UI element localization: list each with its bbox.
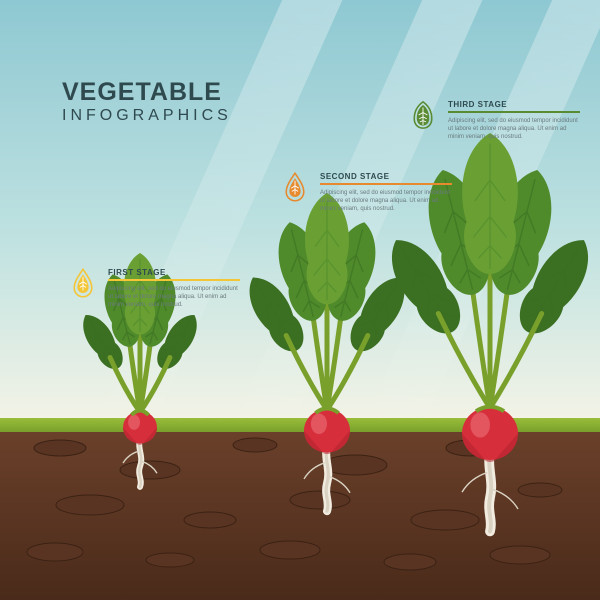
stage-callout-first: FIRST STAGE Adipiscing elit, sed do eius… — [70, 268, 240, 309]
stage-accent-third — [448, 111, 580, 113]
stage-title-second: SECOND STAGE — [320, 172, 452, 181]
stage-title-first: FIRST STAGE — [108, 268, 240, 277]
stage-accent-first — [108, 279, 240, 281]
infographic-canvas: VEGETABLE INFOGRAPHICS FIRST STAGE Adipi… — [0, 0, 600, 600]
title-line1: VEGETABLE — [62, 78, 232, 107]
stage-accent-second — [320, 183, 452, 185]
stage-desc-second: Adipiscing elit, sed do eiusmod tempor i… — [320, 189, 452, 213]
stage-callout-second: SECOND STAGE Adipiscing elit, sed do eiu… — [282, 172, 452, 213]
stage-icon-first — [70, 268, 100, 303]
stage-icon-third — [410, 100, 440, 135]
drop-icon — [282, 172, 308, 202]
title-block: VEGETABLE INFOGRAPHICS — [62, 78, 232, 125]
leaf-icon — [410, 100, 436, 130]
stage-desc-third: Adipiscing elit, sed do eiusmod tempor i… — [448, 117, 580, 141]
title-line2: INFOGRAPHICS — [62, 107, 232, 125]
radish-plant-third — [390, 228, 590, 568]
stage-icon-second — [282, 172, 312, 207]
stage-callout-third: THIRD STAGE Adipiscing elit, sed do eius… — [410, 100, 580, 141]
stage-title-third: THIRD STAGE — [448, 100, 580, 109]
stage-desc-first: Adipiscing elit, sed do eiusmod tempor i… — [108, 285, 240, 309]
drop-icon — [70, 268, 96, 298]
